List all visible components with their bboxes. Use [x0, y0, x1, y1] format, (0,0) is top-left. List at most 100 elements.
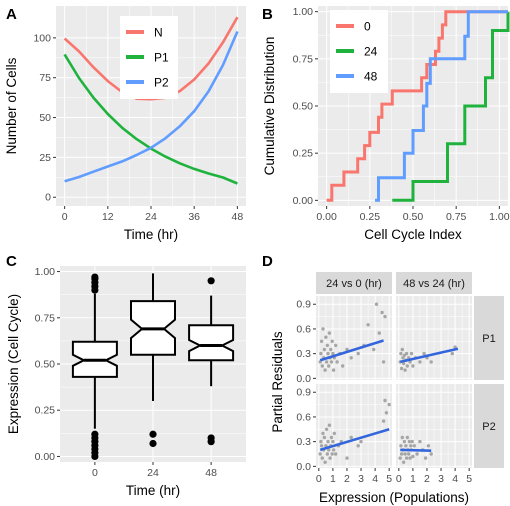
- panel-d-data-point: [345, 456, 349, 460]
- panel-d-data-point: [327, 364, 331, 368]
- panel-d-data-point: [325, 343, 329, 348]
- panel-a-y-tick-label: 50: [39, 112, 51, 124]
- panel-b-step-line: [375, 10, 508, 202]
- panel-d-data-point: [322, 347, 327, 352]
- panel-d-data-point: [429, 452, 433, 456]
- panel-a-x-tick-label: 12: [102, 211, 114, 223]
- panel-letter-d: D: [262, 253, 273, 270]
- panel-d-data-point: [383, 398, 387, 403]
- panel-d-data-point: [404, 456, 409, 460]
- panel-c-x-tick-label: 0: [92, 467, 98, 479]
- panel-d-facet-x-tick-label: 4: [452, 473, 458, 485]
- panel-d-data-point: [329, 360, 334, 364]
- panel-c-y-tick-label: 0.75: [35, 312, 56, 324]
- panel-d-data-point: [332, 431, 336, 436]
- panel-d-fit-line: [400, 448, 432, 453]
- panel-d-data-point: [380, 310, 384, 315]
- panel-d-facet-x-tick-label: 5: [386, 473, 392, 485]
- panel-c-box: [188, 324, 235, 362]
- panel-b-legend-label: 24: [364, 45, 378, 59]
- panel-d-x-axis-title: Expression (Populations): [319, 490, 469, 505]
- panel-d-data-point: [402, 361, 406, 366]
- panel-d-data-point: [325, 452, 329, 456]
- panel-d-data-point: [330, 452, 334, 456]
- panel-b-y-tick-label: 0.50: [293, 101, 314, 113]
- panel-d-data-point: [412, 444, 416, 448]
- panel-a-y-tick-label: 75: [39, 72, 51, 84]
- chart-panel-a: 0 25 50 75 100 0 12 24 36 48 N P1 P2 Time (hr) Number …: [4, 6, 246, 242]
- panel-d-data-point: [399, 351, 403, 356]
- panel-d-facet-y-tick-label: 0.0: [296, 461, 311, 473]
- panel-d-data-point: [331, 448, 336, 452]
- panel-d-data-point: [331, 368, 336, 372]
- panel-d-data-point: [429, 360, 433, 364]
- panel-c-y-tick-label: 0.25: [35, 405, 56, 417]
- panel-a-series-line: [63, 16, 239, 101]
- panel-a-legend-label: P2: [154, 76, 169, 90]
- panel-d-facet-y-tick-label: 0.3: [296, 436, 311, 448]
- panel-d-data-point: [323, 460, 327, 464]
- panel-d-strip-background: [396, 272, 472, 294]
- panel-d-facet-x-tick-label: 2: [344, 473, 350, 485]
- panel-d-data-point: [407, 452, 411, 456]
- panel-d-facet-x-tick-label: 1: [410, 473, 416, 485]
- panel-d-data-point: [326, 439, 330, 444]
- panel-b-step-line: [392, 11, 510, 202]
- panel-letter-a: A: [6, 6, 17, 23]
- panel-b-x-tick-label: 0.25: [360, 211, 381, 223]
- panel-d-data-point: [403, 368, 407, 372]
- panel-d-data-point: [327, 331, 332, 335]
- panel-a-y-tick-label: 25: [39, 152, 51, 164]
- panel-d-data-point: [418, 439, 422, 444]
- panel-d-data-point: [334, 452, 338, 456]
- panel-d-data-point: [400, 435, 404, 440]
- panel-c-y-axis-title: Expression (Cell Cycle): [6, 294, 21, 434]
- panel-a-legend-label: N: [154, 26, 163, 40]
- panel-d-data-point: [450, 351, 454, 356]
- panel-a-y-tick-label: 100: [33, 32, 51, 44]
- panel-d-data-point: [426, 444, 431, 448]
- panel-d-data-point: [349, 435, 353, 440]
- panel-b-x-tick-label: 0.75: [446, 211, 467, 223]
- panel-d-strip-background: [474, 384, 504, 468]
- panel-d-data-point: [359, 439, 363, 444]
- panel-d-column-strip-label: 24 vs 0 (hr): [326, 278, 382, 290]
- panel-b-legend-label: 0: [364, 20, 371, 34]
- panel-d-data-point: [374, 302, 379, 306]
- panel-d-data-point: [398, 456, 402, 460]
- panel-d-row-strip-label: P2: [482, 421, 495, 433]
- panel-d-data-point: [387, 402, 391, 407]
- panel-d-data-point: [381, 419, 386, 423]
- panel-d-data-point: [319, 339, 324, 343]
- panel-d-data-point: [415, 452, 419, 456]
- panel-d-data-point: [404, 351, 409, 356]
- panel-a-series-line: [64, 30, 239, 183]
- panel-d-data-point: [341, 364, 345, 368]
- panel-c-x-axis-title: Time (hr): [126, 483, 180, 498]
- panel-d-data-point: [320, 456, 324, 460]
- panel-d-data-point: [411, 454, 415, 459]
- panel-d-data-point: [321, 431, 325, 436]
- panel-d-data-point: [356, 444, 360, 448]
- panel-c-y-tick-label: 0.00: [35, 451, 56, 463]
- panel-b-x-tick-label: 0.50: [403, 211, 424, 223]
- panel-b-legend-label: 48: [364, 70, 378, 84]
- panel-a-y-tick-label: 0: [45, 192, 51, 204]
- panel-d-facet-x-tick-label: 3: [358, 473, 364, 485]
- panel-b-x-tick-label: 0.00: [316, 211, 337, 223]
- panel-a-legend-label: P1: [154, 51, 169, 65]
- panel-b-y-tick-label: 0.75: [293, 53, 314, 65]
- panel-d-facet-y-tick-label: 0.3: [296, 348, 311, 360]
- panel-d-facet-x-tick-label: 5: [466, 473, 472, 485]
- panel-d-data-point: [327, 423, 332, 427]
- panel-d-facet-y-tick-label: 0.9: [296, 387, 311, 399]
- panel-d-data-point: [372, 347, 376, 352]
- panel-d-data-point: [323, 368, 327, 372]
- panel-d-data-point: [330, 339, 334, 343]
- panel-d-data-point: [327, 448, 331, 452]
- panel-d-facet-x-tick-label: 2: [424, 473, 430, 485]
- panel-a-x-tick-label: 24: [145, 211, 157, 223]
- panel-c-outlier-point: [91, 273, 99, 281]
- panel-d-data-point: [410, 439, 414, 444]
- panel-c-outlier-point: [207, 277, 215, 285]
